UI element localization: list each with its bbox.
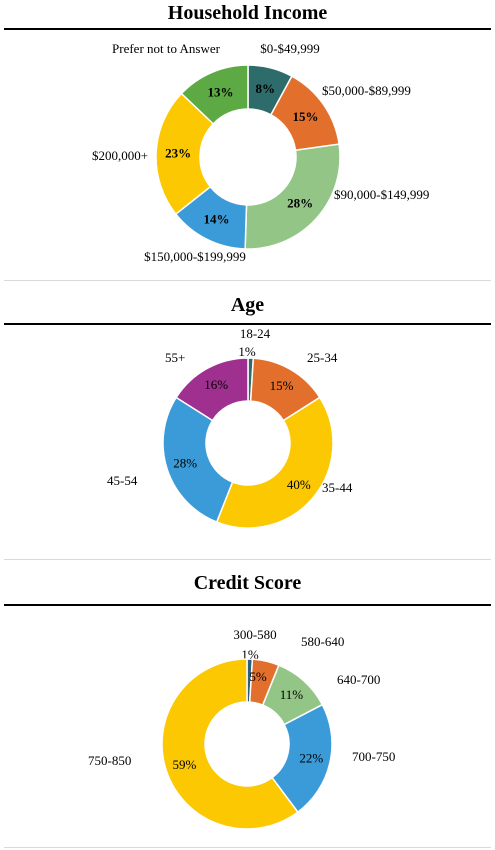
slice-value-label: 28% bbox=[287, 196, 313, 211]
household-income-section: Household Income 8% 15% 28% 14% 23% 13% $0-$49… bbox=[0, 0, 495, 282]
slice-value-label: 14% bbox=[204, 212, 230, 227]
chart-title: Age bbox=[230, 294, 265, 316]
slice-value-label: 1% bbox=[238, 344, 256, 359]
section-divider bbox=[4, 847, 491, 848]
donut-slice-5 bbox=[155, 92, 215, 216]
donut-slice-5 bbox=[175, 357, 249, 422]
age-section: Age 1% 15% 40% 28% 16% 18-24 25-34 35-44 45-54 55… bbox=[0, 282, 495, 560]
slice-value-label: 11% bbox=[280, 687, 304, 702]
category-label: 45-54 bbox=[107, 473, 138, 488]
donut-slice-4 bbox=[162, 396, 234, 524]
slice-value-label: 5% bbox=[249, 669, 267, 684]
donut-slice-4 bbox=[271, 703, 333, 814]
title-rule bbox=[4, 604, 491, 606]
slice-value-label: 15% bbox=[270, 378, 294, 393]
slice-value-label: 8% bbox=[255, 81, 275, 96]
donut-slice-6 bbox=[180, 64, 249, 125]
chart-title: Credit Score bbox=[193, 572, 302, 594]
category-label: 25-34 bbox=[307, 350, 338, 365]
slice-value-label: 23% bbox=[165, 146, 191, 161]
category-label: 700-750 bbox=[352, 749, 395, 764]
category-label: $50,000-$89,999 bbox=[322, 83, 411, 98]
category-label: Prefer not to Answer bbox=[112, 41, 221, 56]
slice-value-label: 22% bbox=[299, 751, 323, 766]
slice-value-label: 40% bbox=[287, 477, 311, 492]
category-label: $200,000+ bbox=[92, 148, 148, 163]
donut-slice-3 bbox=[244, 143, 341, 250]
slice-value-label: 1% bbox=[241, 647, 259, 662]
category-label: $0-$49,999 bbox=[260, 41, 320, 56]
slice-value-label: 28% bbox=[173, 455, 197, 470]
household-income-donut-chart: 8% 15% 28% 14% 23% 13% $0-$49,999 $50,000-$89,9… bbox=[92, 41, 429, 264]
slice-value-label: 16% bbox=[204, 377, 228, 392]
age-donut-chart: 1% 15% 40% 28% 16% 18-24 25-34 35-44 45-54 55+ bbox=[107, 326, 353, 529]
category-label: 35-44 bbox=[322, 480, 353, 495]
section-divider bbox=[4, 280, 491, 281]
chart-title: Household Income bbox=[167, 2, 328, 24]
donut-slice-5 bbox=[161, 658, 299, 830]
category-label: 18-24 bbox=[240, 326, 271, 341]
category-label: 300-580 bbox=[233, 627, 276, 642]
slice-value-label: 59% bbox=[172, 757, 196, 772]
credit-score-section: Credit Score 1% 5% 11% 22% 59% 300-580 580-640… bbox=[0, 560, 495, 850]
category-label: $90,000-$149,999 bbox=[334, 187, 429, 202]
category-label: 750-850 bbox=[88, 753, 131, 768]
category-label: $150,000-$199,999 bbox=[144, 249, 246, 264]
category-label: 640-700 bbox=[337, 672, 380, 687]
slice-value-label: 15% bbox=[293, 109, 319, 124]
title-rule bbox=[4, 28, 491, 30]
slice-value-label: 13% bbox=[207, 85, 233, 100]
credit-score-donut-chart: 1% 5% 11% 22% 59% 300-580 580-640 640-700 700-75… bbox=[88, 627, 395, 830]
section-divider bbox=[4, 559, 491, 560]
donut-slice-3 bbox=[215, 396, 334, 529]
title-rule bbox=[4, 323, 491, 325]
category-label: 55+ bbox=[165, 350, 185, 365]
category-label: 580-640 bbox=[301, 634, 344, 649]
